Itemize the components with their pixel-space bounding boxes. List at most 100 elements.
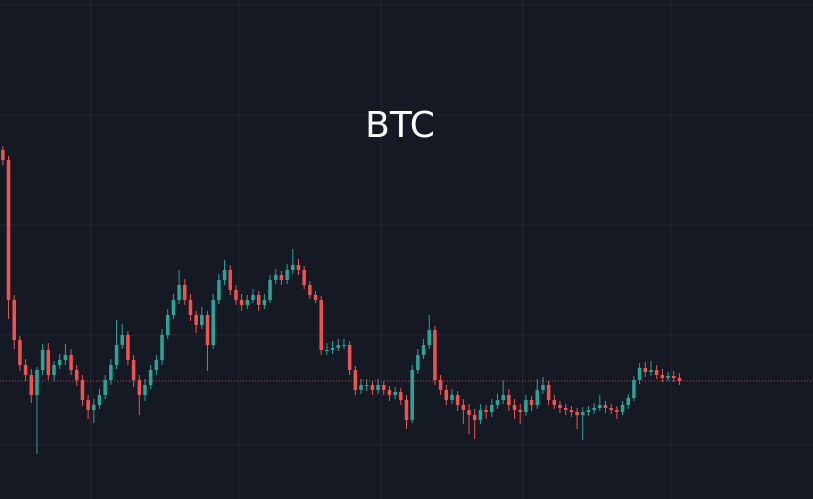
candle-body [507, 395, 511, 405]
candle-body [387, 390, 392, 395]
candle-body [40, 350, 45, 370]
candle-body [109, 365, 113, 380]
candle-body [381, 385, 386, 390]
candle-body [80, 380, 85, 400]
candle-body [268, 280, 272, 300]
candle-body [63, 355, 68, 360]
candle-body [592, 408, 596, 410]
candles [0, 146, 813, 454]
candle-body [421, 345, 426, 355]
candle-body [461, 405, 466, 410]
candle-body [302, 270, 306, 285]
candle-body [262, 300, 267, 305]
candle-body [177, 285, 181, 300]
candle-body [103, 380, 107, 395]
candle-body [137, 380, 142, 395]
candle-body [131, 360, 136, 380]
candle-body [529, 400, 534, 405]
candle-body [444, 390, 449, 400]
candle-body [1, 150, 5, 160]
candle-body [86, 400, 90, 410]
candle-body [234, 290, 238, 300]
candle-body [433, 330, 437, 380]
candle-body [518, 410, 522, 412]
candle-body [376, 385, 380, 390]
candle-body [484, 410, 488, 412]
candle-body [541, 385, 545, 390]
candle-body [546, 385, 551, 400]
candle-body [12, 300, 16, 340]
candle-body [598, 405, 602, 408]
candle-body [478, 410, 483, 420]
candle-body [637, 368, 642, 380]
candle-body [535, 390, 540, 405]
candle-body [29, 375, 34, 395]
candle-body [359, 385, 363, 390]
chart-title: BTC [365, 105, 435, 146]
candle-body [228, 270, 233, 290]
candle-body [654, 370, 659, 375]
candle-body [347, 345, 352, 370]
candle-body [313, 295, 318, 300]
candle-body [296, 265, 301, 270]
candle-body [52, 365, 56, 375]
candle-body [666, 376, 670, 378]
candle-body [563, 408, 568, 410]
candle-body [575, 412, 579, 415]
candle-body [490, 405, 494, 412]
candle-body [165, 315, 170, 335]
candle-body [330, 348, 335, 350]
candle-body [325, 350, 329, 351]
candle-body [643, 368, 648, 372]
candle-body [319, 300, 323, 350]
candle-body [495, 400, 500, 405]
candle-body [399, 392, 403, 400]
candle-body [632, 380, 636, 398]
candle-body [143, 385, 147, 395]
candle-body [148, 370, 153, 385]
candle-body [126, 335, 130, 360]
candle-body [671, 376, 676, 378]
candle-body [154, 360, 159, 370]
candle-body [450, 395, 454, 400]
candle-body [46, 350, 51, 375]
candle-body [211, 300, 215, 345]
candle-body [120, 335, 124, 345]
candle-body [586, 410, 591, 412]
candle-body [558, 405, 562, 408]
candle-body [251, 295, 255, 300]
candle-body [97, 395, 102, 405]
candle-body [438, 380, 443, 390]
candle-body [92, 405, 96, 410]
candle-body [200, 315, 204, 325]
candle-body [393, 392, 397, 395]
candle-body [188, 300, 193, 315]
candle-body [160, 335, 164, 360]
candle-body [285, 270, 289, 280]
candle-body [370, 385, 375, 390]
candle-body [472, 415, 477, 420]
candle-body [222, 270, 227, 280]
candle-body [615, 410, 619, 412]
candle-body [416, 355, 420, 370]
candle-body [74, 370, 79, 380]
candle-body [291, 265, 295, 270]
candle-body [455, 395, 460, 405]
candle-body [217, 280, 221, 300]
candle-body [279, 275, 284, 280]
candle-body [114, 345, 119, 365]
candle-body [410, 370, 414, 420]
candle-body [512, 405, 517, 410]
candle-body [194, 315, 198, 325]
candle-body [273, 275, 278, 280]
candle-body [171, 300, 176, 315]
candle-body [620, 405, 625, 412]
candle-body [580, 412, 585, 415]
candle-body [569, 410, 574, 412]
candle-body [660, 375, 665, 378]
candle-body [626, 398, 630, 405]
candle-body [308, 285, 312, 295]
candle-body [35, 370, 39, 395]
